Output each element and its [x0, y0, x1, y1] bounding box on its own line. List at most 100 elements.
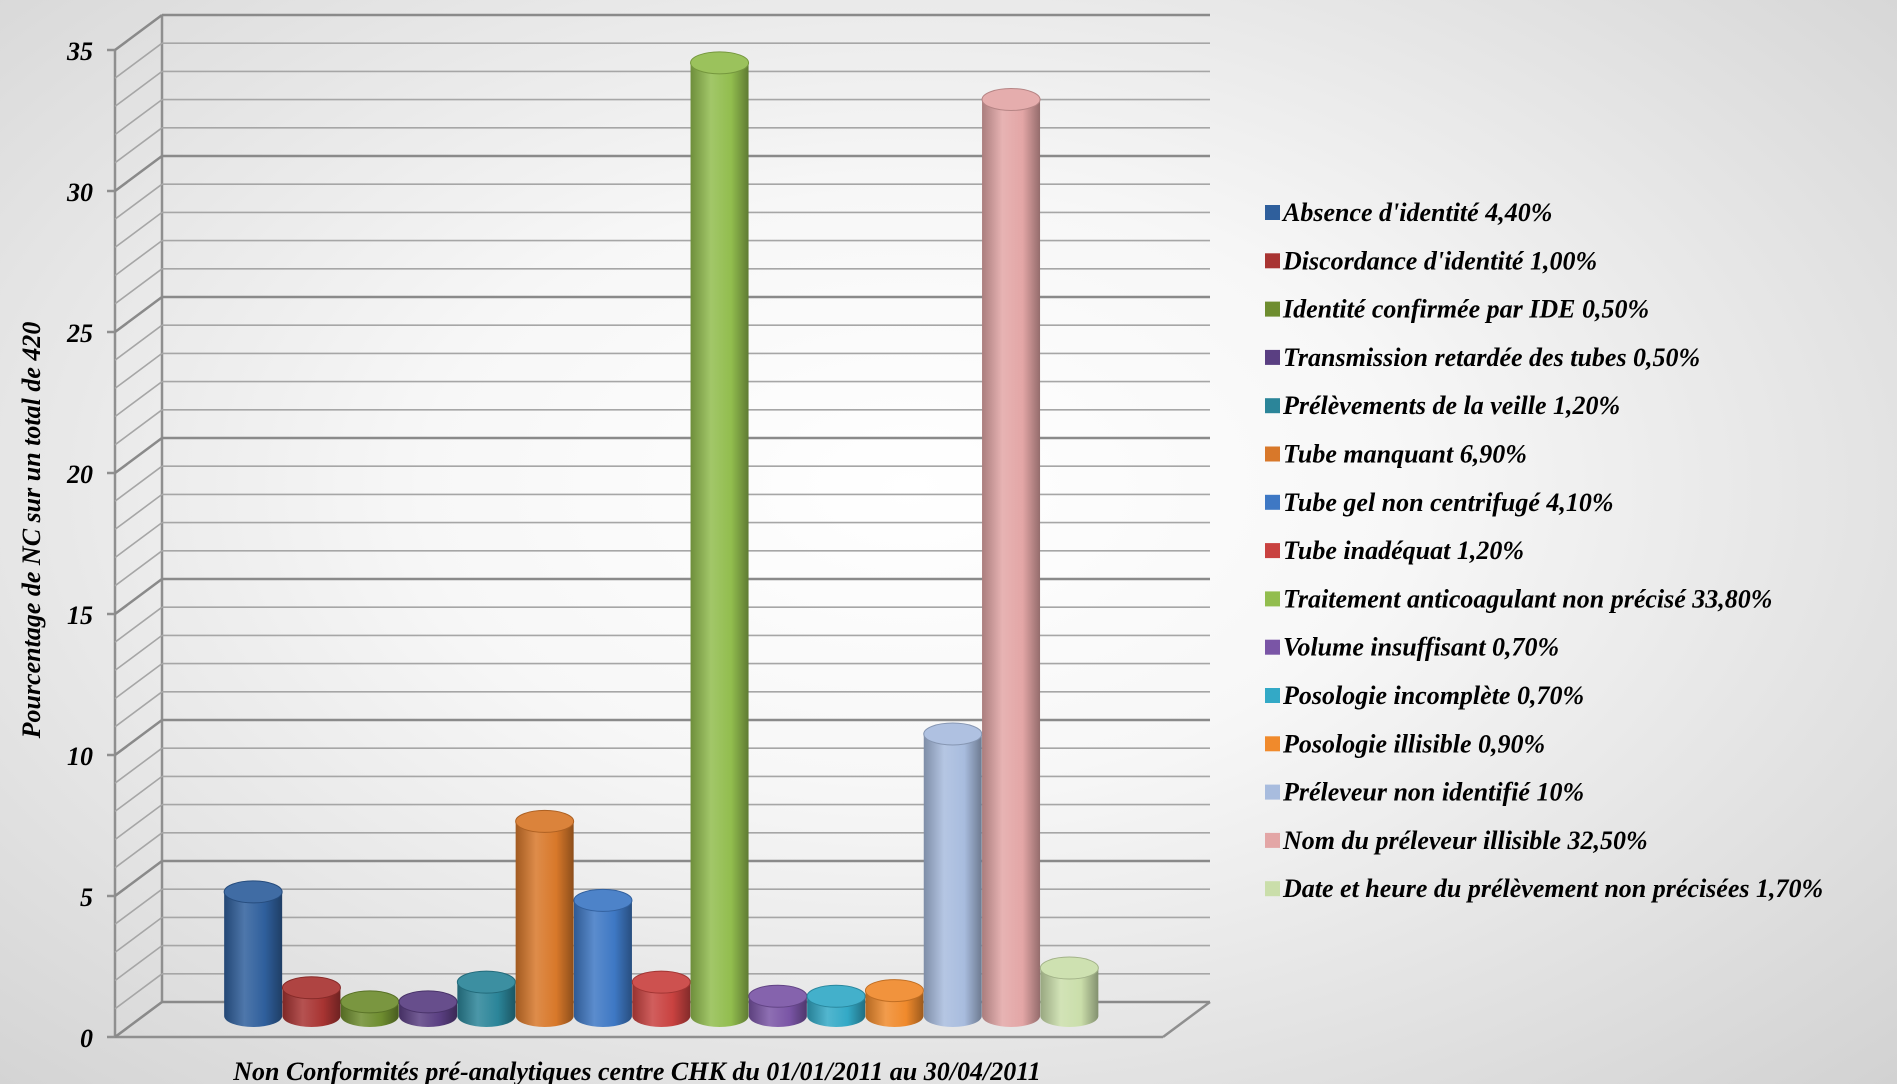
y-tick-label: 15	[67, 601, 93, 630]
gridline-side	[114, 550, 163, 587]
gridline-side	[114, 98, 163, 136]
bar-8	[631, 970, 691, 1027]
gridline-side	[114, 718, 163, 757]
legend-swatch	[1265, 784, 1280, 800]
legend-label: Traitement anticoagulant non précisé 33,…	[1283, 584, 1772, 613]
y-tick-label: 5	[80, 883, 93, 912]
y-tick-label: 20	[66, 460, 93, 489]
legend-item: Volume insuffisant 0,70%	[1265, 633, 1559, 662]
bar-top	[223, 880, 283, 904]
legend-item: Préleveur non identifié 10%	[1265, 778, 1584, 807]
legend-item: Identité confirmée par IDE 0,50%	[1265, 295, 1649, 324]
y-tick-label: 25	[66, 319, 93, 348]
gridline-side	[114, 973, 163, 1010]
bar-3	[340, 990, 400, 1027]
legend-item: Nom du préleveur illisible 32,50%	[1265, 826, 1648, 855]
legend-label: Posologie illisible 0,90%	[1282, 729, 1545, 758]
bar-top	[398, 990, 458, 1014]
bars	[223, 51, 1099, 1027]
legend-swatch	[1265, 591, 1280, 607]
gridline-side	[114, 436, 163, 475]
legend-label: Prélèvements de la veille 1,20%	[1282, 391, 1620, 420]
gridline-side	[114, 211, 163, 249]
legend-item: Absence d'identité 4,40%	[1265, 198, 1552, 227]
y-tick-label: 30	[66, 178, 93, 207]
legend-swatch	[1265, 446, 1280, 462]
bar-top	[515, 809, 575, 833]
legend-swatch	[1265, 543, 1280, 559]
legend-item: Prélèvements de la veille 1,20%	[1265, 391, 1620, 420]
legend-label: Discordance d'identité 1,00%	[1282, 246, 1597, 275]
legend-item: Traitement anticoagulant non précisé 33,…	[1265, 584, 1772, 613]
legend-swatch	[1265, 832, 1280, 848]
bar-9	[690, 51, 750, 1027]
gridline-side	[114, 380, 163, 418]
bar-1	[223, 880, 283, 1027]
bar-top	[806, 984, 866, 1008]
bar-body	[632, 982, 691, 1027]
bar-top	[690, 51, 750, 75]
bar-2	[281, 976, 341, 1027]
legend-item: Posologie illisible 0,90%	[1265, 729, 1545, 758]
bar-top	[281, 976, 341, 1000]
legend-label: Tube gel non centrifugé 4,10%	[1283, 488, 1614, 517]
gridline-side	[114, 606, 163, 643]
legend-label: Tube manquant 6,90%	[1283, 440, 1527, 469]
bar-body	[923, 734, 982, 1027]
legend-label: Date et heure du prélèvement non précisé…	[1282, 874, 1823, 903]
legend-label: Absence d'identité 4,40%	[1281, 198, 1552, 227]
plot-walls	[113, 15, 1211, 1039]
gridline-side	[114, 13, 163, 52]
bar-top	[573, 888, 633, 912]
gridline-side	[114, 42, 163, 79]
bar-top	[340, 990, 400, 1014]
gridline-side	[114, 154, 163, 193]
legend-item: Transmission retardée des tubes 0,50%	[1265, 343, 1700, 372]
legend-label: Posologie incomplète 0,70%	[1282, 681, 1584, 710]
legend-item: Posologie incomplète 0,70%	[1265, 681, 1584, 710]
legend-swatch	[1265, 688, 1280, 703]
gridline-side	[114, 775, 163, 813]
bar-5	[456, 970, 516, 1027]
gridline-side	[114, 634, 163, 672]
gridline-side	[114, 465, 163, 502]
bar-body	[515, 821, 574, 1027]
gridline-side	[114, 662, 163, 700]
legend-item: Tube gel non centrifugé 4,10%	[1265, 488, 1614, 517]
gridline-side	[114, 268, 163, 305]
bar-body	[457, 982, 516, 1027]
gridline-side	[114, 691, 163, 728]
bar-top	[456, 970, 516, 994]
gridline-side	[114, 577, 163, 616]
gridline-side	[114, 832, 163, 869]
legend-item: Date et heure du prélèvement non précisé…	[1265, 874, 1823, 903]
bar-7	[573, 888, 633, 1027]
bar-6	[515, 809, 575, 1027]
legend-swatch	[1265, 349, 1280, 365]
bar-top	[981, 88, 1041, 111]
gridline-side	[114, 888, 163, 925]
gridline-side	[114, 183, 163, 220]
y-tick-label: 10	[67, 742, 93, 771]
bar-body	[1040, 968, 1099, 1027]
bar-top	[1039, 956, 1099, 980]
legend-swatch	[1265, 205, 1280, 220]
y-axis-label: Pourcentage de NC sur un total de 420	[17, 322, 46, 740]
bar-4	[398, 990, 458, 1027]
bar-top	[631, 970, 691, 994]
bar-body	[690, 62, 749, 1027]
bar-top	[923, 722, 983, 746]
bar-14	[981, 88, 1041, 1027]
bar-13	[923, 722, 983, 1027]
legend-label: Transmission retardée des tubes 0,50%	[1283, 343, 1700, 372]
bar-10	[748, 984, 808, 1027]
gridline-side	[114, 803, 163, 841]
y-tick-label: 35	[66, 37, 93, 66]
bar-top	[864, 979, 924, 1003]
legend-swatch	[1265, 494, 1280, 510]
x-axis-label: Non Conformités pré-analytiques centre C…	[232, 1057, 1041, 1084]
gridline-side	[114, 239, 163, 277]
legend-label: Préleveur non identifié 10%	[1282, 778, 1584, 807]
gridline-side	[114, 352, 163, 390]
legend-item: Tube manquant 6,90%	[1265, 440, 1527, 469]
